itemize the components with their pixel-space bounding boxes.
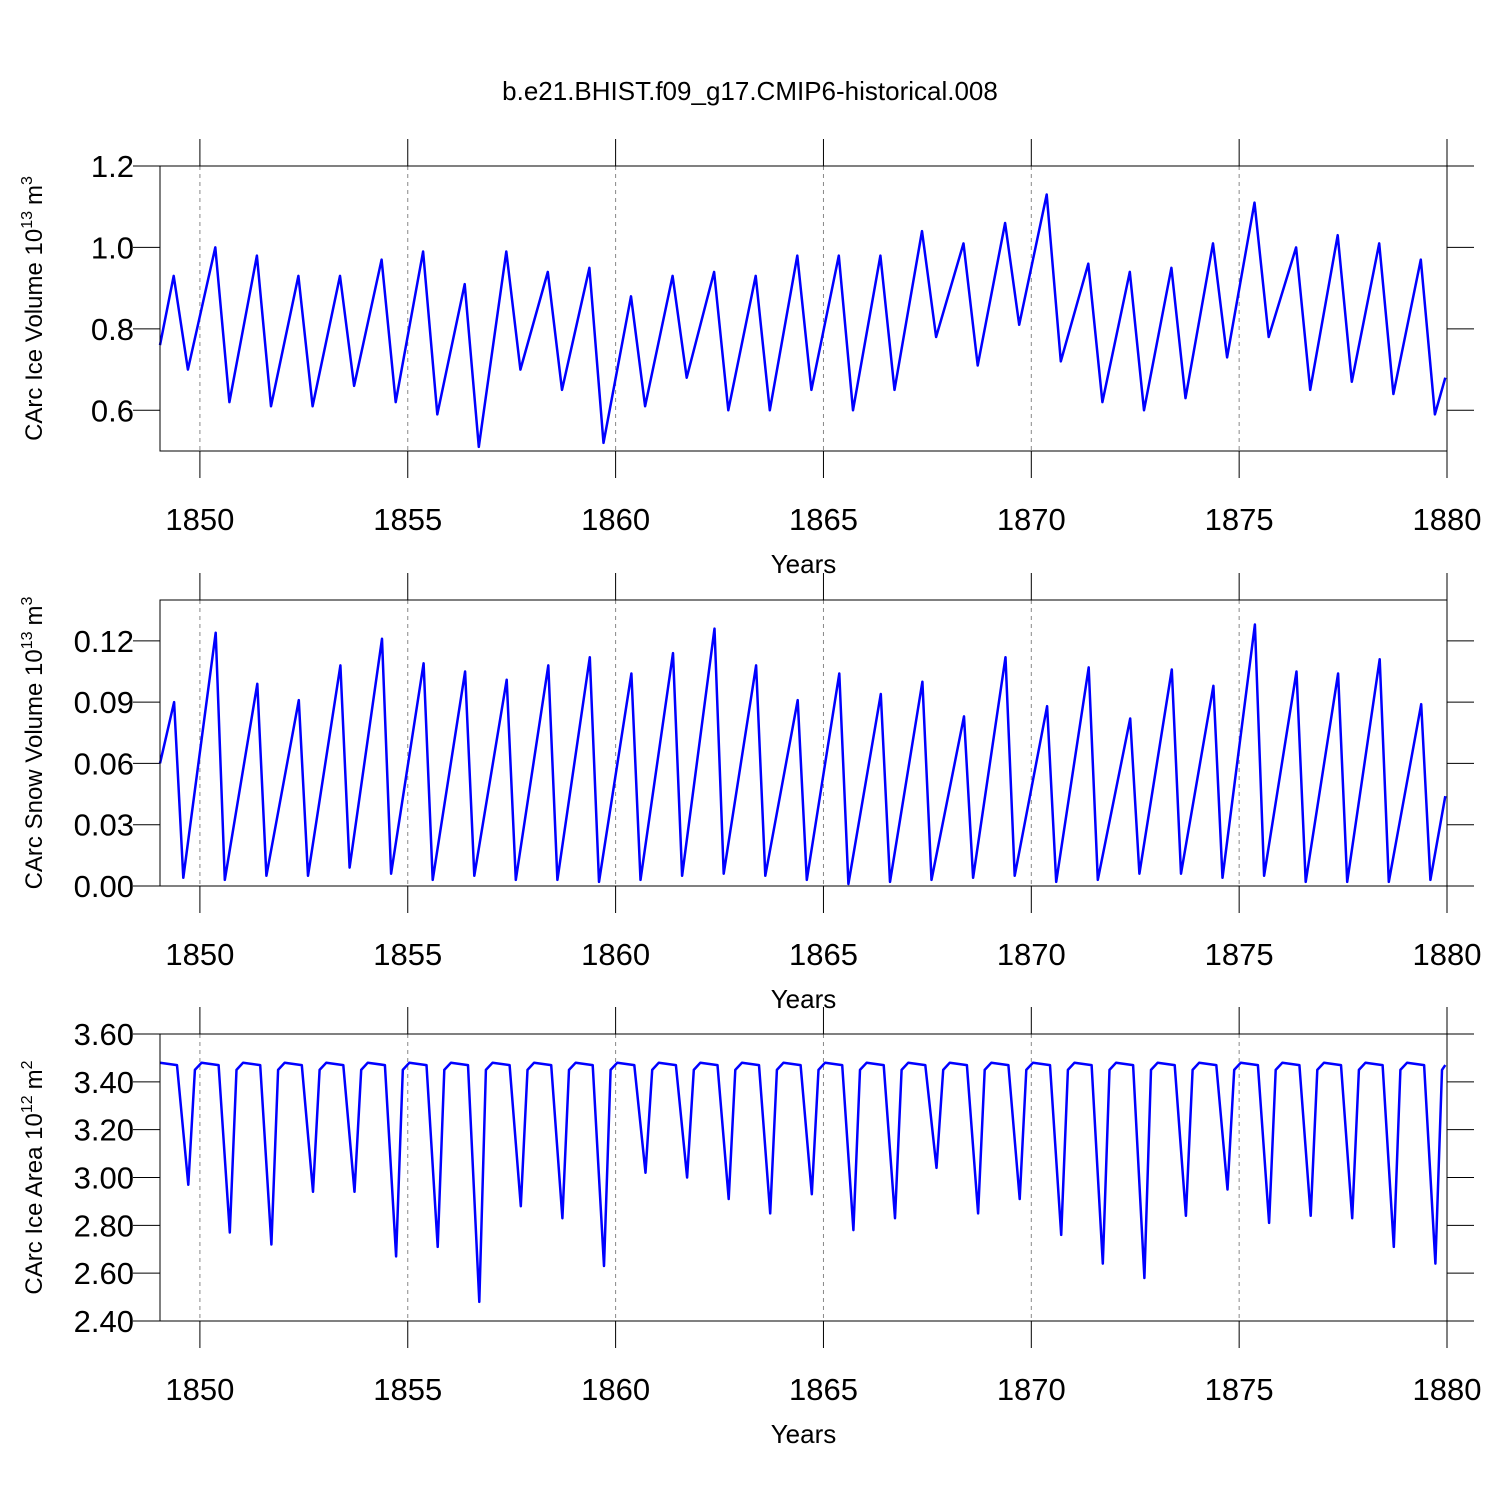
y-tick-label: 3.20 <box>74 1113 134 1148</box>
y-axis-title-part: CArc Snow Volume 10 <box>21 649 48 889</box>
y-tick-label: 1.0 <box>91 230 134 265</box>
plot-frame <box>159 165 1448 452</box>
x-tick-label: 1880 <box>1413 1372 1482 1407</box>
y-tick-label: 2.60 <box>74 1256 134 1291</box>
y-tick-label: 2.40 <box>74 1304 134 1339</box>
y-axis-title-part: CArc Ice Area 10 <box>21 1113 48 1294</box>
y-tick-label: 3.00 <box>74 1161 134 1196</box>
y-axis-title-part: CArc Ice Volume 10 <box>21 229 48 441</box>
y-axis-title-part: 13 <box>19 211 36 229</box>
x-tick-label: 1855 <box>373 502 442 537</box>
x-tick-label: 1875 <box>1205 1372 1274 1407</box>
y-axis-title: CArc Ice Area 1012 m2 <box>19 1060 48 1294</box>
x-tick-label: 1850 <box>165 937 234 972</box>
x-tick-label: 1865 <box>789 1372 858 1407</box>
y-tick-label: 3.60 <box>74 1017 134 1052</box>
chart-title: b.e21.BHIST.f09_g17.CMIP6-historical.008 <box>502 76 998 106</box>
y-axis-title: CArc Snow Volume 1013 m3 <box>19 596 48 889</box>
y-axis-title-part: 3 <box>19 596 36 605</box>
x-tick-label: 1880 <box>1413 502 1482 537</box>
x-tick-label: 1870 <box>997 502 1066 537</box>
y-axis-title-part: 3 <box>19 176 36 185</box>
plot-frame <box>159 1033 1448 1322</box>
y-axis-title-part: m <box>21 185 48 205</box>
x-tick-label: 1875 <box>1205 937 1274 972</box>
x-tick-label: 1850 <box>165 1372 234 1407</box>
y-axis-title-part: m <box>21 605 48 625</box>
y-axis-title-part: 2 <box>19 1060 36 1069</box>
data-line <box>158 193 1447 449</box>
y-tick-label: 0.8 <box>91 312 134 347</box>
x-tick-label: 1870 <box>997 1372 1066 1407</box>
y-axis-title-part: 13 <box>19 631 36 649</box>
data-line <box>158 623 1447 886</box>
x-axis-title: Years <box>771 984 837 1014</box>
plot-frame <box>159 599 1448 887</box>
y-tick-label: 0.09 <box>74 685 134 720</box>
data-line <box>159 1061 1447 1304</box>
y-tick-label: 0.06 <box>74 746 134 781</box>
x-tick-label: 1855 <box>373 1372 442 1407</box>
x-axis-title: Years <box>771 1419 837 1449</box>
y-tick-label: 0.6 <box>91 393 134 428</box>
y-tick-label: 2.80 <box>74 1208 134 1243</box>
x-tick-label: 1860 <box>581 1372 650 1407</box>
y-axis-title-part: m <box>21 1069 48 1089</box>
y-tick-label: 3.40 <box>74 1065 134 1100</box>
x-tick-label: 1850 <box>165 502 234 537</box>
x-tick-label: 1865 <box>789 937 858 972</box>
x-tick-label: 1865 <box>789 502 858 537</box>
y-tick-label: 0.00 <box>74 869 134 904</box>
x-tick-label: 1875 <box>1205 502 1274 537</box>
x-tick-label: 1860 <box>581 502 650 537</box>
y-tick-label: 1.2 <box>91 149 134 184</box>
y-tick-label: 0.03 <box>74 808 134 843</box>
x-tick-label: 1870 <box>997 937 1066 972</box>
y-axis-title-part: 12 <box>19 1095 36 1113</box>
x-tick-label: 1860 <box>581 937 650 972</box>
x-tick-label: 1855 <box>373 937 442 972</box>
y-tick-label: 0.12 <box>74 624 134 659</box>
x-axis-title: Years <box>771 549 837 579</box>
y-axis-title: CArc Ice Volume 1013 m3 <box>19 176 48 441</box>
x-tick-label: 1880 <box>1413 937 1482 972</box>
